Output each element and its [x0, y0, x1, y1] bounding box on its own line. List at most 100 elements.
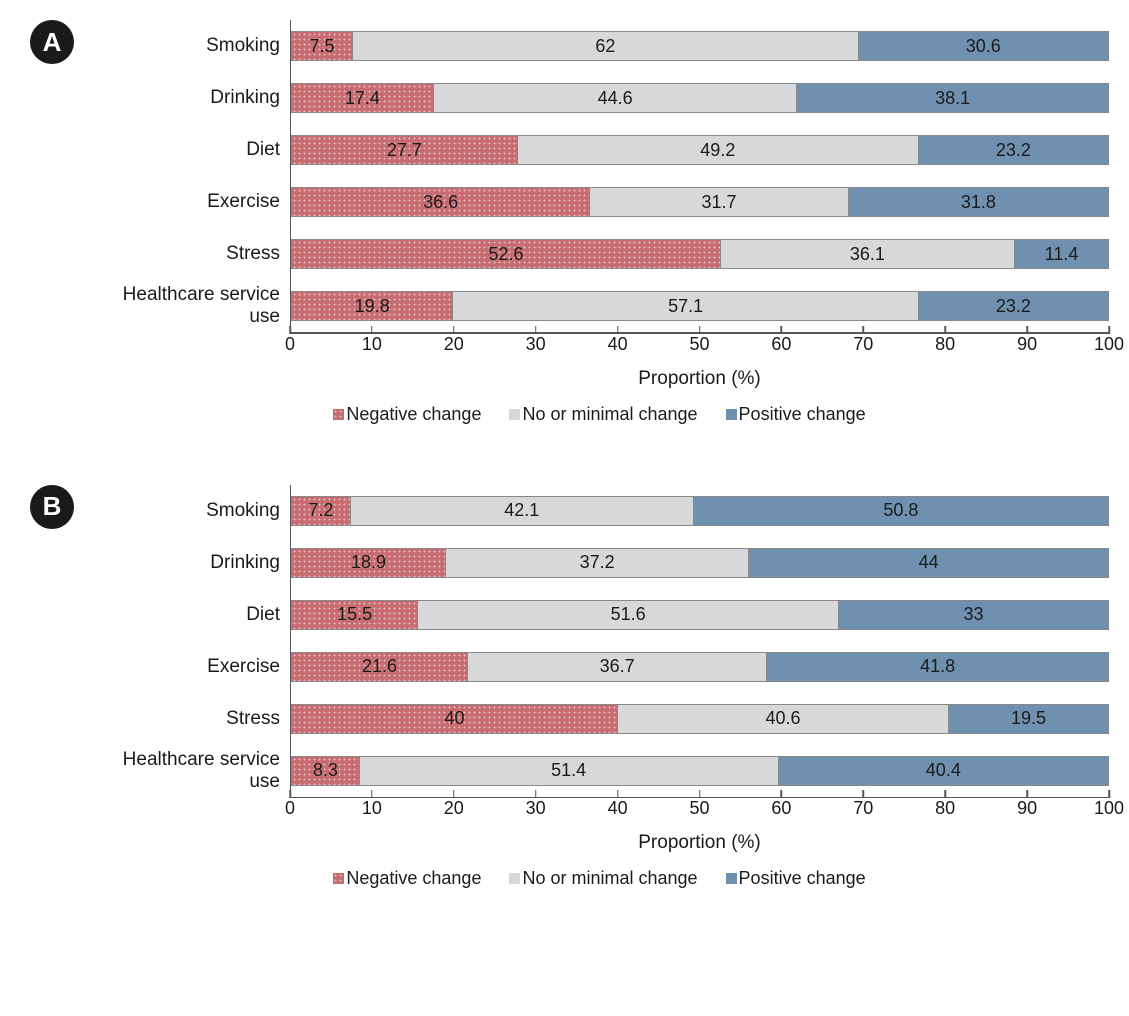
plot-cell: 18.937.244	[290, 537, 1109, 589]
tick-mark	[863, 326, 865, 334]
tick-label: 0	[285, 334, 295, 355]
stacked-bar: 17.444.638.1	[291, 83, 1109, 113]
tick-label: 100	[1094, 798, 1124, 819]
tick-label: 40	[608, 334, 628, 355]
segment-positive: 33	[839, 601, 1108, 629]
plot-cell: 17.444.638.1	[290, 72, 1109, 124]
plot-cell: 7.56230.6	[290, 20, 1109, 72]
segment-neutral: 57.1	[453, 292, 918, 320]
bar-row: Smoking7.242.150.8	[90, 485, 1109, 537]
plot-cell: 15.551.633	[290, 589, 1109, 641]
figure-root: A Smoking7.56230.6Drinking17.444.638.1Die…	[20, 20, 1109, 889]
chart-area: Smoking7.56230.6Drinking17.444.638.1Diet…	[90, 20, 1109, 425]
x-axis: 0102030405060708090100Proportion (%)	[290, 332, 1109, 390]
tick-label: 70	[853, 334, 873, 355]
segment-negative: 15.5	[292, 601, 418, 629]
tick-label: 80	[935, 334, 955, 355]
tick-label: 50	[689, 798, 709, 819]
axis-title: Proportion (%)	[290, 368, 1109, 390]
tick-label: 10	[362, 334, 382, 355]
tick-mark	[1026, 326, 1028, 334]
stacked-bar: 19.857.123.2	[291, 291, 1109, 321]
tick-mark	[453, 326, 455, 334]
tick-label: 20	[444, 334, 464, 355]
stacked-bar: 52.636.111.4	[291, 239, 1109, 269]
panel-b: BSmoking7.242.150.8Drinking18.937.244Die…	[20, 485, 1109, 890]
plot-cell: 8.351.440.4	[290, 745, 1109, 797]
category-label: Smoking	[90, 500, 290, 522]
tick-label: 40	[608, 798, 628, 819]
legend-swatch	[726, 409, 737, 420]
stacked-bar: 15.551.633	[291, 600, 1109, 630]
tick-mark	[453, 790, 455, 798]
segment-negative: 7.2	[292, 497, 351, 525]
tick-mark	[617, 790, 619, 798]
segment-positive: 23.2	[919, 292, 1108, 320]
tick-mark	[371, 790, 373, 798]
legend-label: No or minimal change	[522, 404, 697, 425]
category-label: Healthcare service use	[90, 749, 290, 793]
segment-negative: 52.6	[292, 240, 721, 268]
bar-row: Diet15.551.633	[90, 589, 1109, 641]
stacked-bar: 36.631.731.8	[291, 187, 1109, 217]
chart-area: Smoking7.242.150.8Drinking18.937.244Diet…	[90, 485, 1109, 890]
tick-mark	[699, 326, 701, 334]
tick-label: 90	[1017, 334, 1037, 355]
tick-mark	[289, 790, 291, 798]
category-label: Smoking	[90, 35, 290, 57]
legend-item-neutral: No or minimal change	[509, 404, 697, 425]
bar-row: Exercise21.636.741.8	[90, 641, 1109, 693]
stacked-bar: 27.749.223.2	[291, 135, 1109, 165]
stacked-bar: 21.636.741.8	[291, 652, 1109, 682]
segment-negative: 36.6	[292, 188, 590, 216]
segment-neutral: 62	[353, 32, 858, 60]
tick-mark	[781, 326, 783, 334]
legend-label: Negative change	[346, 404, 481, 425]
plot-cell: 21.636.741.8	[290, 641, 1109, 693]
panel-badge: A	[30, 20, 74, 64]
segment-neutral: 31.7	[590, 188, 848, 216]
tick-label: 30	[526, 798, 546, 819]
bar-row: Smoking7.56230.6	[90, 20, 1109, 72]
tick-row: 0102030405060708090100	[290, 334, 1109, 364]
segment-positive: 23.2	[919, 136, 1108, 164]
segment-positive: 38.1	[797, 84, 1108, 112]
segment-negative: 21.6	[292, 653, 468, 681]
tick-label: 50	[689, 334, 709, 355]
segment-positive: 41.8	[767, 653, 1108, 681]
tick-mark	[699, 790, 701, 798]
segment-neutral: 42.1	[351, 497, 694, 525]
stacked-bar: 18.937.244	[291, 548, 1109, 578]
legend: Negative changeNo or minimal changePosit…	[90, 868, 1109, 889]
tick-row: 0102030405060708090100	[290, 798, 1109, 828]
panel-a: A Smoking7.56230.6Drinking17.444.638.1Die…	[20, 20, 1109, 425]
bar-row: Healthcare service use19.857.123.2	[90, 280, 1109, 332]
legend-item-negative: Negative change	[333, 404, 481, 425]
category-label: Exercise	[90, 656, 290, 678]
category-label: Diet	[90, 604, 290, 626]
tick-label: 0	[285, 798, 295, 819]
tick-mark	[371, 326, 373, 334]
x-axis: 0102030405060708090100Proportion (%)	[290, 797, 1109, 855]
category-label: Stress	[90, 243, 290, 265]
segment-positive: 11.4	[1015, 240, 1108, 268]
segment-neutral: 51.4	[360, 757, 779, 785]
segment-negative: 17.4	[292, 84, 434, 112]
tick-mark	[535, 790, 537, 798]
tick-mark	[289, 326, 291, 334]
tick-mark	[617, 326, 619, 334]
legend-swatch	[509, 409, 520, 420]
segment-positive: 19.5	[949, 705, 1108, 733]
segment-neutral: 51.6	[418, 601, 839, 629]
legend-label: Positive change	[739, 404, 866, 425]
segment-negative: 7.5	[292, 32, 353, 60]
tick-label: 60	[771, 334, 791, 355]
tick-mark	[944, 790, 946, 798]
segment-neutral: 49.2	[518, 136, 919, 164]
segment-neutral: 40.6	[618, 705, 949, 733]
category-label: Stress	[90, 708, 290, 730]
segment-negative: 18.9	[292, 549, 446, 577]
plot-cell: 4040.619.5	[290, 693, 1109, 745]
bar-row: Healthcare service use8.351.440.4	[90, 745, 1109, 797]
segment-positive: 30.6	[859, 32, 1108, 60]
